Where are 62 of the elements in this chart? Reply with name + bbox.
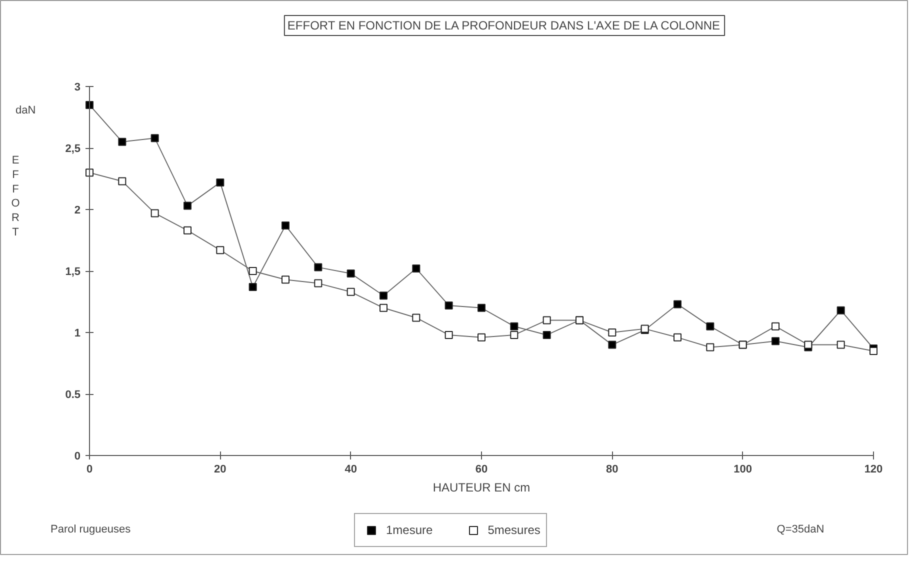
point bbox=[772, 322, 780, 330]
point bbox=[150, 134, 159, 142]
y-axis-title: EFFORT bbox=[11, 154, 20, 238]
point bbox=[248, 267, 257, 275]
x-tick-label: 120 bbox=[864, 464, 883, 476]
point bbox=[314, 279, 322, 288]
point bbox=[380, 304, 388, 312]
y-tick-label: 0.5 bbox=[65, 389, 81, 401]
text: Q=35daN bbox=[776, 524, 824, 536]
y-tick-label: 2 bbox=[74, 204, 81, 216]
x-tick-label: 100 bbox=[734, 464, 752, 476]
point bbox=[674, 333, 682, 342]
point bbox=[282, 276, 290, 284]
point bbox=[836, 340, 845, 349]
point bbox=[772, 337, 780, 346]
point bbox=[836, 306, 845, 314]
point bbox=[150, 209, 159, 218]
chart-title: EFFORT EN FONCTION DE LA PROFONDEUR DANS L'AXE DE LA COLONNE bbox=[287, 18, 720, 32]
point bbox=[184, 202, 192, 210]
y-tick-label: 1 bbox=[74, 328, 81, 340]
y-tick-label: 3 bbox=[74, 82, 81, 94]
point bbox=[706, 343, 714, 352]
point bbox=[444, 301, 453, 310]
point bbox=[510, 322, 518, 330]
point bbox=[216, 246, 224, 254]
point bbox=[184, 226, 192, 234]
y-tick-label: 1,5 bbox=[65, 266, 81, 278]
x-tick-label: 0 bbox=[86, 464, 93, 476]
point bbox=[248, 282, 257, 291]
point bbox=[346, 269, 355, 278]
point bbox=[478, 304, 486, 312]
point bbox=[346, 288, 355, 296]
point bbox=[804, 340, 812, 349]
x-tick-label: 60 bbox=[475, 464, 488, 476]
y-tick-label: 2,5 bbox=[65, 143, 81, 155]
point bbox=[674, 300, 682, 308]
point bbox=[542, 316, 551, 324]
legend-label: 5mesures bbox=[488, 523, 540, 537]
x-tick-label: 20 bbox=[214, 464, 226, 476]
point bbox=[444, 330, 453, 339]
point bbox=[118, 138, 126, 146]
point bbox=[608, 328, 616, 336]
point bbox=[542, 330, 551, 339]
x-axis-title: HAUTEUR EN cm bbox=[432, 480, 530, 494]
point bbox=[478, 333, 486, 342]
point bbox=[608, 340, 616, 349]
point bbox=[510, 330, 518, 339]
point bbox=[380, 292, 388, 300]
legend-label: 1mesure bbox=[386, 523, 433, 537]
x-tick-label: 80 bbox=[606, 464, 618, 476]
point bbox=[282, 221, 290, 230]
point bbox=[412, 314, 420, 322]
point bbox=[706, 322, 714, 330]
text: Parol rugueuses bbox=[50, 524, 132, 536]
text: daN bbox=[16, 104, 36, 116]
x-tick-label: 40 bbox=[344, 464, 357, 476]
point bbox=[314, 263, 322, 272]
point bbox=[118, 177, 126, 186]
point bbox=[412, 264, 420, 273]
point bbox=[870, 346, 878, 355]
point bbox=[216, 178, 224, 186]
y-tick-label: 0 bbox=[74, 450, 81, 462]
